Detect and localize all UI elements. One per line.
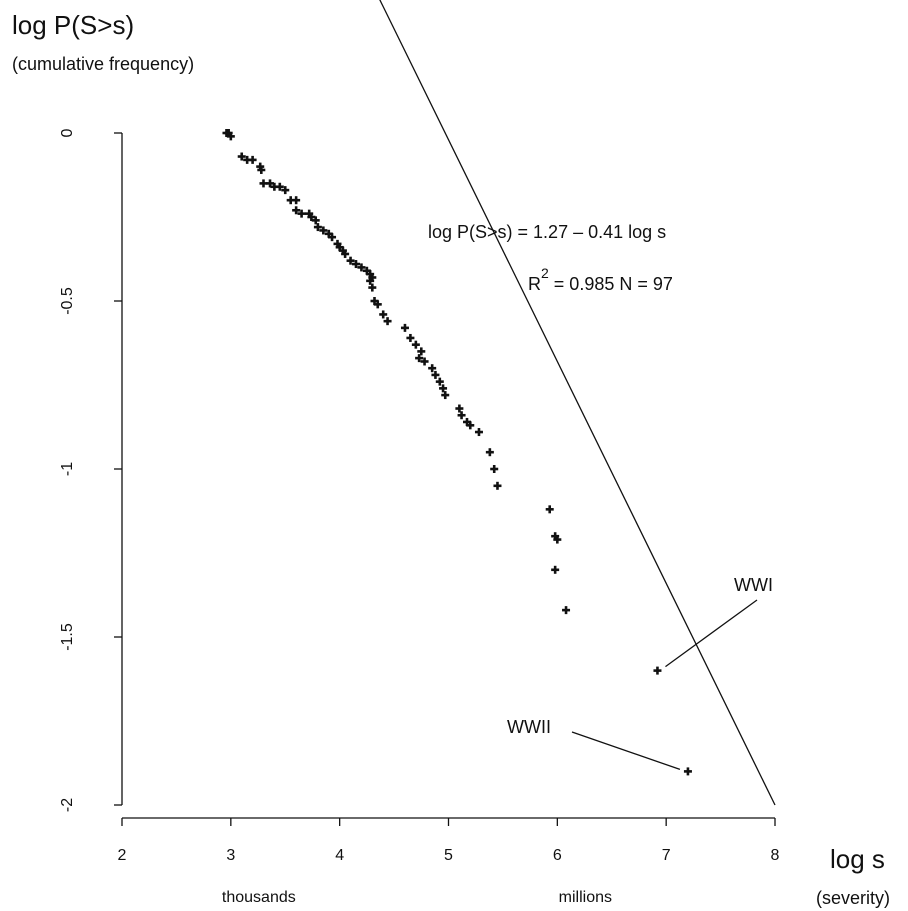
data-point xyxy=(485,448,494,457)
data-point xyxy=(307,213,316,221)
data-point xyxy=(328,233,337,242)
data-point xyxy=(383,317,392,326)
data-point xyxy=(411,340,420,349)
x-tick-label: 8 xyxy=(771,847,780,864)
x-tick-label: 5 xyxy=(444,847,453,864)
regression-line-group xyxy=(379,0,776,806)
data-point xyxy=(435,377,444,386)
y-tick-label: 0 xyxy=(59,128,76,137)
data-points xyxy=(222,129,692,776)
r2-superscript: 2 xyxy=(541,265,549,281)
data-point xyxy=(351,260,360,269)
x-axis-sublabel: (severity) xyxy=(816,888,890,908)
data-point xyxy=(455,404,464,413)
data-point xyxy=(297,209,306,218)
data-point xyxy=(292,196,301,205)
x-tick-label: 2 xyxy=(118,847,127,864)
data-point xyxy=(439,384,448,393)
y-tick-label: -1.5 xyxy=(59,623,76,651)
data-point xyxy=(428,364,437,373)
y-tick-label: -0.5 xyxy=(59,287,76,315)
data-point xyxy=(406,333,415,342)
data-point xyxy=(490,465,499,473)
data-point xyxy=(368,283,377,292)
data-point xyxy=(248,155,257,164)
data-point xyxy=(373,300,382,309)
data-point xyxy=(441,391,450,400)
data-point xyxy=(457,411,466,420)
chart-subtitle: (cumulative frequency) xyxy=(12,54,194,74)
data-point xyxy=(237,152,246,161)
r2-value: = 0.985 N = 97 xyxy=(549,274,673,294)
data-point xyxy=(275,182,284,191)
data-point xyxy=(493,481,502,490)
regression-stats: R2 = 0.985 N = 97 xyxy=(528,265,673,294)
regression-equation: log P(S>s) = 1.27 – 0.41 log s xyxy=(428,222,666,242)
data-point xyxy=(562,606,571,615)
data-point xyxy=(415,354,424,363)
x-magnitude-label: thousands xyxy=(222,889,296,906)
data-point xyxy=(292,206,301,215)
data-point xyxy=(551,565,560,574)
r2-label: R xyxy=(528,274,541,294)
data-point xyxy=(683,767,692,776)
x-axis-label: log s xyxy=(830,844,885,874)
axes: 0 -0.5 -1 -1.5 -2 2 3 4 5 6 7 8 thousands millions xyxy=(59,128,780,906)
data-point xyxy=(346,256,355,265)
y-tick-label: -1 xyxy=(59,462,76,476)
data-point xyxy=(474,428,483,437)
data-point xyxy=(281,186,290,195)
data-point xyxy=(366,276,375,285)
data-point xyxy=(400,323,409,332)
data-point xyxy=(545,505,554,514)
x-tick-label: 7 xyxy=(662,847,671,864)
data-point xyxy=(357,263,366,272)
regression-line xyxy=(379,0,776,806)
data-point xyxy=(257,165,266,174)
wwi-leader-line xyxy=(665,599,758,668)
data-point xyxy=(417,347,426,356)
wwii-label: WWII xyxy=(507,717,551,737)
x-tick-label: 4 xyxy=(335,847,344,864)
x-tick-label: 6 xyxy=(553,847,562,864)
wwii-leader-line xyxy=(571,731,681,771)
data-point xyxy=(379,310,388,319)
data-point xyxy=(431,370,440,379)
wwi-label: WWI xyxy=(734,575,773,595)
x-magnitude-label: millions xyxy=(559,889,612,906)
data-point xyxy=(226,132,235,141)
data-point xyxy=(420,357,429,366)
data-point xyxy=(466,421,475,430)
data-point xyxy=(319,226,328,235)
data-point xyxy=(653,666,662,675)
data-point xyxy=(311,216,320,225)
data-point xyxy=(313,223,322,232)
chart-title: log P(S>s) xyxy=(12,10,134,40)
annotations: WWI WWII xyxy=(507,575,773,771)
data-point xyxy=(341,249,350,258)
y-tick-label: -2 xyxy=(59,798,76,812)
data-point xyxy=(553,535,562,544)
x-tick-label: 3 xyxy=(226,847,235,864)
data-point xyxy=(266,179,275,188)
